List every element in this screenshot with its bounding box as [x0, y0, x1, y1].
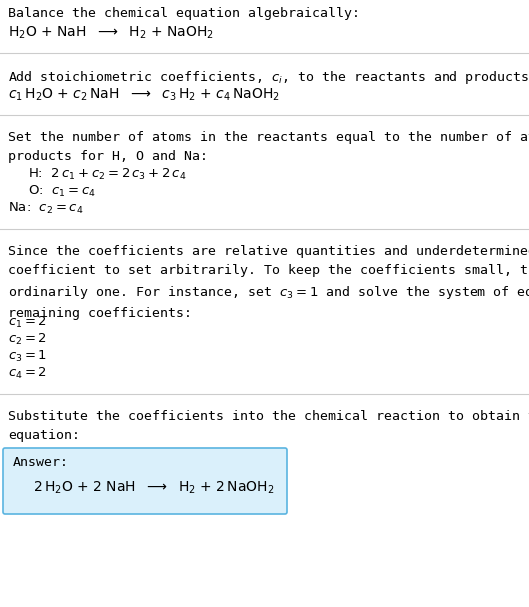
FancyBboxPatch shape [3, 448, 287, 514]
Text: Set the number of atoms in the reactants equal to the number of atoms in the
pro: Set the number of atoms in the reactants… [8, 131, 529, 163]
Text: Answer:: Answer: [13, 456, 69, 469]
Text: Balance the chemical equation algebraically:: Balance the chemical equation algebraica… [8, 7, 360, 20]
Text: H:  $2\,c_1 + c_2 = 2\,c_3 + 2\,c_4$: H: $2\,c_1 + c_2 = 2\,c_3 + 2\,c_4$ [28, 167, 187, 182]
Text: $\mathrm{H_2O}$ + NaH  $\longrightarrow$  $\mathrm{H_2}$ + $\mathrm{NaOH_2}$: $\mathrm{H_2O}$ + NaH $\longrightarrow$ … [8, 25, 214, 41]
Text: $c_4 = 2$: $c_4 = 2$ [8, 366, 47, 381]
Text: Add stoichiometric coefficients, $c_i$, to the reactants and products:: Add stoichiometric coefficients, $c_i$, … [8, 69, 529, 86]
Text: Na:  $c_2 = c_4$: Na: $c_2 = c_4$ [8, 201, 84, 216]
Text: Substitute the coefficients into the chemical reaction to obtain the balanced
eq: Substitute the coefficients into the che… [8, 410, 529, 442]
Text: $c_2 = 2$: $c_2 = 2$ [8, 332, 47, 347]
Text: $c_1 = 2$: $c_1 = 2$ [8, 315, 47, 330]
Text: $c_1\,\mathrm{H_2O}$ + $c_2\,$NaH  $\longrightarrow$  $c_3\,\mathrm{H_2}$ + $c_4: $c_1\,\mathrm{H_2O}$ + $c_2\,$NaH $\long… [8, 87, 280, 103]
Text: O:  $c_1 = c_4$: O: $c_1 = c_4$ [28, 184, 96, 199]
Text: $2\,\mathrm{H_2O}$ + 2 NaH  $\longrightarrow$  $\mathrm{H_2}$ + $2\,\mathrm{NaOH: $2\,\mathrm{H_2O}$ + 2 NaH $\longrightar… [33, 480, 275, 497]
Text: Since the coefficients are relative quantities and underdetermined, choose a
coe: Since the coefficients are relative quan… [8, 245, 529, 320]
Text: $c_3 = 1$: $c_3 = 1$ [8, 349, 47, 364]
